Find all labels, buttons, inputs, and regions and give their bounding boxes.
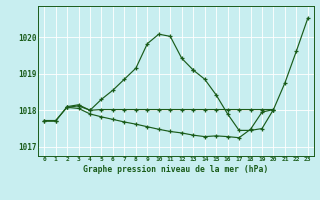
X-axis label: Graphe pression niveau de la mer (hPa): Graphe pression niveau de la mer (hPa): [84, 165, 268, 174]
